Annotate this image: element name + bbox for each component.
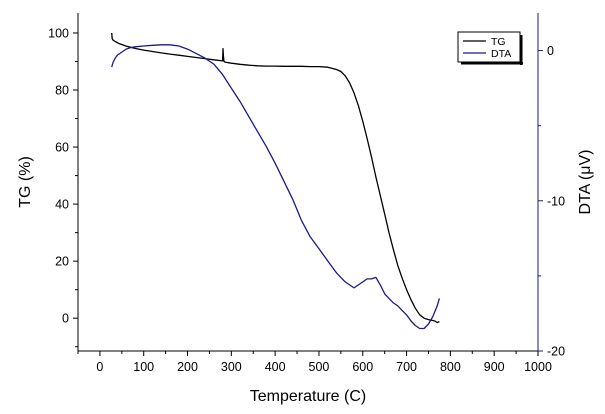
- x-tick-label: 600: [352, 360, 373, 374]
- x-tick-label: 700: [396, 360, 417, 374]
- x-tick-label: 900: [484, 360, 505, 374]
- y-left-tick-label: 100: [48, 26, 69, 40]
- legend-box: [457, 31, 521, 63]
- plot-frame: [77, 13, 539, 352]
- series-line-tg: [111, 32, 440, 324]
- x-tick-label: 800: [440, 360, 461, 374]
- y-axis-left-title: TG (%): [17, 156, 34, 208]
- x-axis-ticks: 0 100 200 300 400 500 600 700 800 900 1000: [77, 351, 552, 374]
- x-tick-label: 400: [265, 360, 286, 374]
- x-tick-label: 0: [96, 360, 103, 374]
- x-tick-label: 200: [177, 360, 198, 374]
- legend-label-dta: DTA: [491, 48, 511, 60]
- series-line-dta: [111, 44, 441, 330]
- y-left-tick-label: 20: [55, 255, 69, 269]
- x-axis-title: Temperature (C): [250, 388, 366, 405]
- y-right-tick-label: -10: [547, 194, 565, 208]
- y-left-tick-label: 0: [62, 312, 69, 326]
- y-left-tick-label: 60: [55, 141, 69, 155]
- y-left-tick-label: 40: [55, 198, 69, 212]
- y-left-tick-label: 80: [55, 84, 69, 98]
- x-tick-label: 500: [309, 360, 330, 374]
- legend: TG DTA: [457, 31, 523, 65]
- x-tick-label: 300: [221, 360, 242, 374]
- legend-label-tg: TG: [491, 36, 506, 48]
- x-tick-label: 100: [133, 360, 154, 374]
- legend-shadow: [520, 35, 523, 65]
- x-tick-label: 1000: [524, 360, 552, 374]
- y-axis-right-ticks: 0 -10 -20: [538, 44, 565, 359]
- y-right-tick-label: -20: [547, 345, 565, 359]
- y-axis-left-ticks: 0 20 40 60 80 100: [48, 26, 78, 348]
- y-right-tick-label: 0: [547, 44, 554, 58]
- y-axis-right-title: DTA (μV): [577, 150, 594, 215]
- legend-shadow: [461, 62, 523, 65]
- series-layer: [111, 32, 441, 330]
